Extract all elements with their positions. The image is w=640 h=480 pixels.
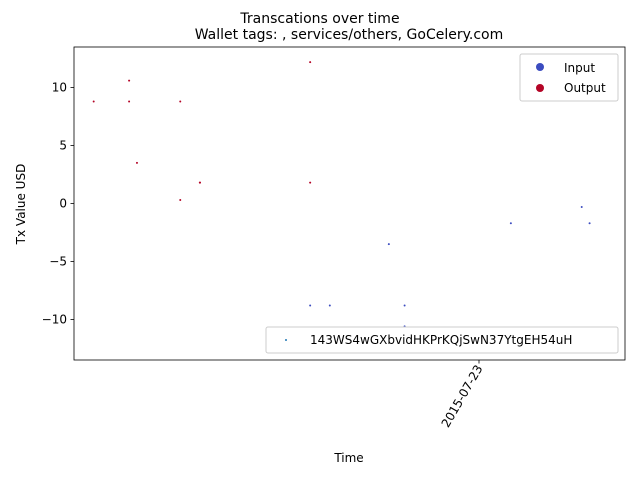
data-point-output [128, 100, 131, 103]
y-axis-label: Tx Value USD [14, 164, 28, 246]
data-point-input [403, 304, 406, 307]
legend-top-frame [519, 53, 619, 102]
chart-title: Transcations over time [239, 11, 399, 27]
chart-subtitle: Wallet tags: , services/others, GoCelery… [195, 27, 504, 43]
y-tick-label: 5 [59, 139, 67, 153]
data-point-input [328, 304, 331, 307]
x-axis-label: Time [333, 451, 363, 465]
y-tick-label: −5 [49, 254, 67, 268]
y-tick-label: 0 [59, 197, 67, 211]
x-axis-ticks: 2015-07-23 [439, 360, 486, 430]
y-tick-label: −10 [42, 312, 67, 326]
legend-address-label: 143WS4wGXbvidHKPrKQjSwN37YtgEH54uH [310, 333, 572, 347]
data-point-output [198, 181, 201, 184]
legend-bottom: 143WS4wGXbvidHKPrKQjSwN37YtgEH54uH [265, 326, 619, 354]
data-point-output [309, 181, 312, 184]
data-point-input [309, 304, 312, 307]
data-point-input [387, 243, 390, 246]
legend-output-marker [536, 84, 544, 92]
data-point-output [128, 79, 131, 82]
x-tick-label: 2015-07-23 [439, 363, 486, 430]
data-point-input [580, 205, 583, 208]
data-point-output [309, 61, 312, 64]
data-point-output [179, 199, 182, 202]
data-point-input [588, 222, 591, 225]
legend-output-label: Output [564, 81, 606, 95]
legend-input-label: Input [564, 61, 595, 75]
data-point-input [509, 222, 512, 225]
legend-bottom-frame [265, 326, 619, 354]
plot-frame [73, 46, 626, 361]
y-tick-label: 10 [52, 81, 67, 95]
legend-address-marker [285, 339, 287, 341]
legend-input-marker [536, 63, 544, 71]
data-point-output [92, 100, 95, 103]
data-point-output [179, 100, 182, 103]
data-point-output [135, 161, 138, 164]
legend-top: Input Output [519, 53, 619, 102]
data-points [92, 61, 591, 328]
y-axis-ticks: −10 −5 0 5 10 [42, 81, 74, 326]
